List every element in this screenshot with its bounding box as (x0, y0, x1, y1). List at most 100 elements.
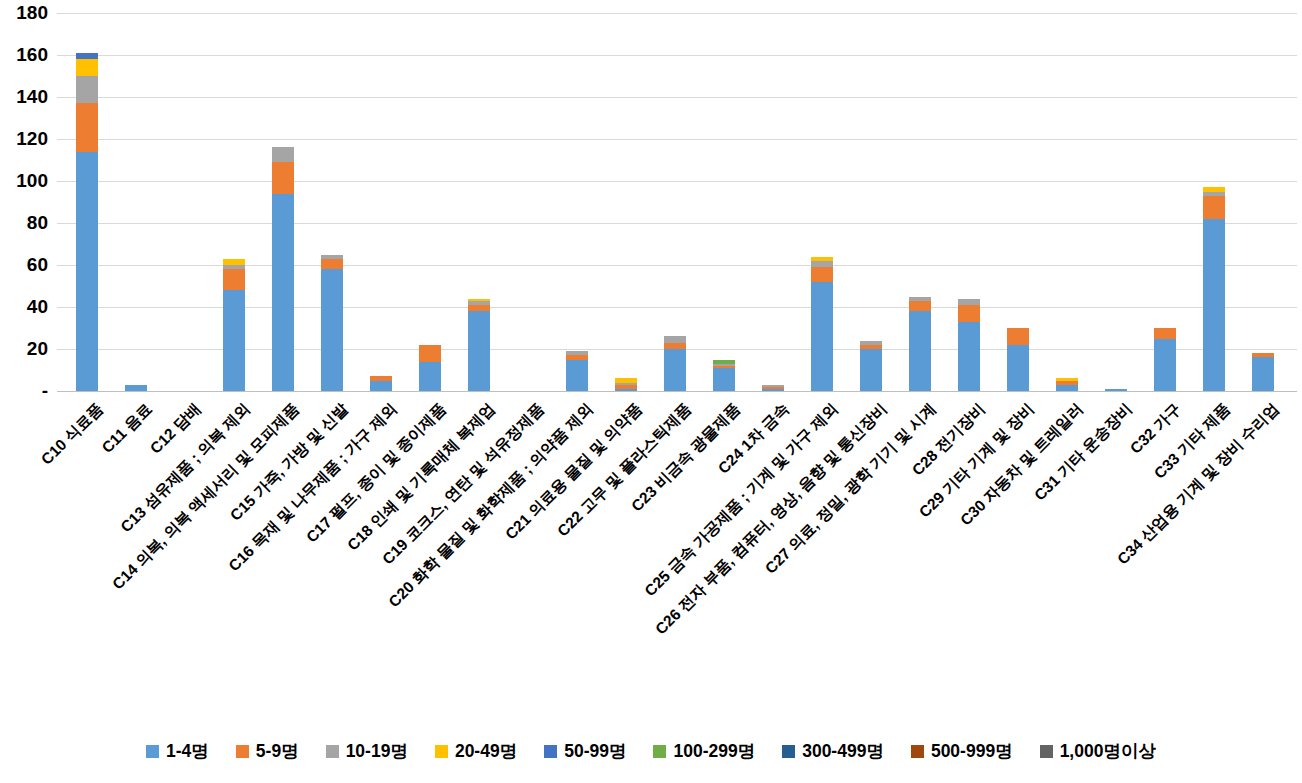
bar-segment-5-9명 (76, 103, 98, 151)
legend-item: 50-99명 (544, 742, 626, 760)
legend-item: 1-4명 (146, 742, 209, 760)
legend-swatch-icon (1040, 745, 1053, 758)
bar-segment-10-19명 (1203, 192, 1225, 196)
bar-segment-1-4명 (762, 389, 784, 391)
bar-segment-5-9명 (958, 305, 980, 322)
legend-item: 1,000명이상 (1040, 742, 1156, 760)
legend-label: 1-4명 (166, 742, 209, 760)
legend-swatch-icon (782, 745, 795, 758)
legend-label: 500-999명 (931, 742, 1013, 760)
bar-segment-10-19명 (860, 341, 882, 345)
legend-label: 100-299명 (673, 742, 755, 760)
legend-swatch-icon (653, 745, 666, 758)
legend-label: 10-19명 (346, 742, 408, 760)
bar-segment-10-19명 (909, 297, 931, 301)
bar-segment-5-9명 (1252, 353, 1274, 357)
legend-swatch-icon (146, 745, 159, 758)
bar-segment-10-19명 (762, 385, 784, 387)
bar-segment-20-49명 (1056, 378, 1078, 380)
legend-label: 1,000명이상 (1060, 742, 1156, 760)
bar-segment-1-4명 (909, 311, 931, 391)
bar-segment-1-4명 (1252, 357, 1274, 391)
legend-swatch-icon (911, 745, 924, 758)
bar-segment-50-99명 (76, 53, 98, 59)
bar-segment-10-19명 (811, 261, 833, 267)
bar-segment-1-4명 (1154, 339, 1176, 392)
legend-item: 100-299명 (653, 742, 755, 760)
bar-segment-100-299명 (713, 360, 735, 364)
stacked-bar-chart: -20406080100120140160180 C10 식료품C11 음료C1… (0, 0, 1302, 783)
bar-segment-1-4명 (468, 311, 490, 391)
bar-segment-5-9명 (370, 376, 392, 380)
bar-segment-1-4명 (615, 389, 637, 391)
bar-segment-1-4명 (1056, 385, 1078, 391)
bar-segment-5-9명 (1154, 328, 1176, 339)
bar-segment-1-4명 (958, 322, 980, 391)
bar-segment-10-19명 (713, 364, 735, 366)
bar-segment-20-49명 (615, 378, 637, 382)
legend-swatch-icon (435, 745, 448, 758)
gridline (57, 139, 1297, 140)
bar-segment-1-4명 (811, 282, 833, 391)
y-tick-label: 120 (2, 129, 48, 149)
bar-segment-1-4명 (566, 360, 588, 392)
bar-segment-5-9명 (762, 387, 784, 389)
bar-segment-10-19명 (468, 301, 490, 305)
y-tick-label: 80 (2, 213, 48, 233)
bar-segment-5-9명 (321, 259, 343, 270)
bar-segment-5-9명 (811, 267, 833, 282)
bar-segment-5-9명 (909, 301, 931, 312)
bar-segment-5-9명 (566, 355, 588, 359)
y-tick-label: - (2, 381, 48, 401)
gridline (57, 13, 1297, 14)
legend-item: 5-9명 (236, 742, 299, 760)
gridline (57, 223, 1297, 224)
bar-segment-1-4명 (76, 152, 98, 391)
bar-segment-1-4명 (125, 385, 147, 391)
bar-segment-1-4명 (223, 290, 245, 391)
bar-segment-1-4명 (664, 349, 686, 391)
y-tick-label: 140 (2, 87, 48, 107)
bar-segment-5-9명 (615, 385, 637, 389)
bar-segment-10-19명 (321, 255, 343, 259)
bar-segment-5-9명 (272, 162, 294, 194)
bar-segment-20-49명 (468, 299, 490, 301)
bar-segment-1-4명 (321, 269, 343, 391)
bar-segment-1-4명 (860, 349, 882, 391)
bar-segment-10-19명 (223, 265, 245, 269)
bar-segment-5-9명 (860, 345, 882, 349)
bar-segment-1-4명 (272, 194, 294, 391)
bar-segment-1-4명 (370, 381, 392, 392)
bar-segment-10-19명 (615, 383, 637, 385)
y-tick-label: 60 (2, 255, 48, 275)
legend-item: 300-499명 (782, 742, 884, 760)
legend-label: 50-99명 (564, 742, 626, 760)
bar-segment-1-4명 (1105, 389, 1127, 391)
bar-segment-1-4명 (713, 368, 735, 391)
legend: 1-4명 5-9명 10-19명 20-49명 50-99명 100-299명 300-49… (0, 742, 1302, 760)
bar-segment-10-19명 (76, 76, 98, 103)
legend-label: 20-49명 (455, 742, 517, 760)
bar-segment-10-19명 (958, 299, 980, 305)
legend-label: 300-499명 (802, 742, 884, 760)
legend-swatch-icon (236, 745, 249, 758)
bar-segment-5-9명 (1203, 196, 1225, 219)
plot-area (57, 13, 1297, 391)
legend-label: 5-9명 (256, 742, 299, 760)
y-tick-label: 20 (2, 339, 48, 359)
legend-swatch-icon (544, 745, 557, 758)
bar-segment-1-4명 (1203, 219, 1225, 391)
bar-segment-1-4명 (419, 362, 441, 391)
legend-item: 500-999명 (911, 742, 1013, 760)
bar-segment-5-9명 (664, 343, 686, 349)
bar-segment-10-19명 (664, 336, 686, 342)
bar-segment-5-9명 (713, 366, 735, 368)
y-tick-label: 160 (2, 45, 48, 65)
bar-segment-5-9명 (1056, 381, 1078, 385)
y-tick-label: 40 (2, 297, 48, 317)
legend-swatch-icon (326, 745, 339, 758)
gridline (57, 181, 1297, 182)
bar-segment-5-9명 (468, 305, 490, 311)
bar-segment-5-9명 (223, 269, 245, 290)
legend-item: 20-49명 (435, 742, 517, 760)
